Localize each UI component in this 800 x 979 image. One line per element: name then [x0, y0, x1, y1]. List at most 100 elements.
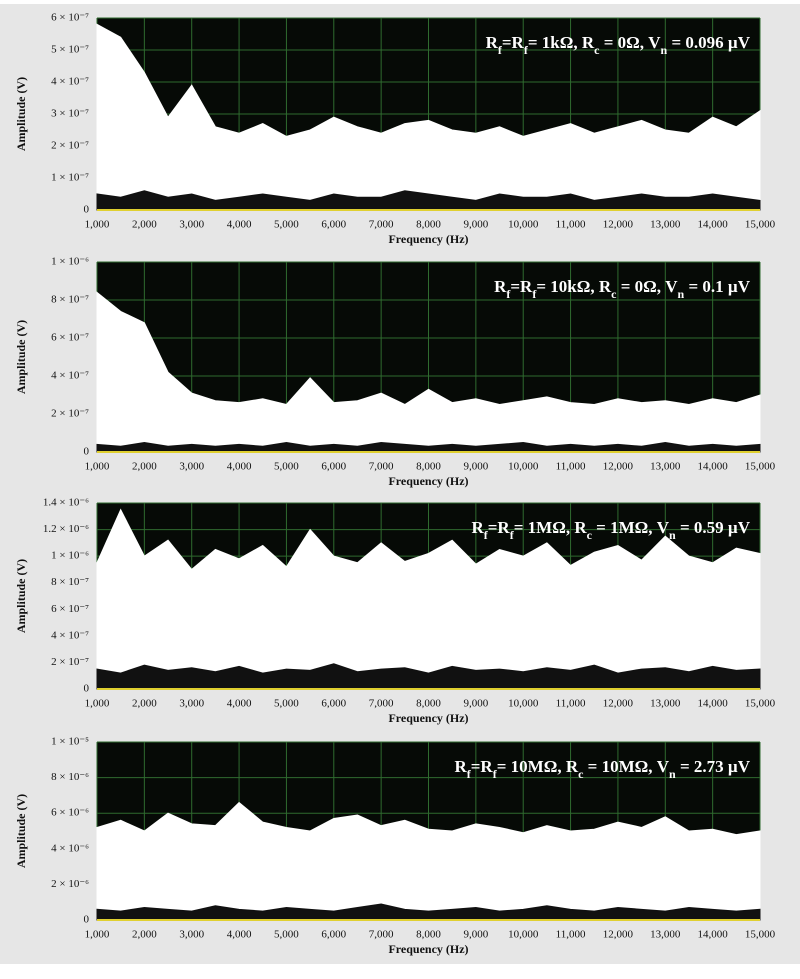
y-tick-label: 0 [84, 914, 90, 926]
annotation-part: = 1MΩ, R [514, 518, 588, 537]
y-tick-label: 8 × 10⁻⁷ [51, 294, 89, 306]
x-tick-label: 11,000 [556, 219, 586, 231]
x-tick-label: 14,000 [698, 929, 729, 941]
annotation-part: f [524, 43, 529, 57]
annotation-part: R [486, 33, 499, 52]
x-tick-label: 3,000 [179, 461, 204, 473]
y-tick-label: 1.2 × 10⁻⁶ [43, 523, 89, 535]
y-tick-label: 1 × 10⁻⁷ [51, 172, 89, 184]
annotation-part: n [669, 528, 676, 542]
y-tick-label: 6 × 10⁻⁷ [51, 332, 89, 344]
x-tick-label: 15,000 [745, 219, 776, 231]
annotation-part: = 2.73 µV [676, 757, 751, 776]
x-tick-label: 14,000 [698, 698, 729, 710]
x-tick-label: 15,000 [745, 461, 776, 473]
y-tick-label: 8 × 10⁻⁷ [51, 576, 89, 588]
annotation-part: = 1MΩ, V [592, 518, 670, 537]
x-tick-label: 9,000 [463, 698, 488, 710]
annotation-part: c [594, 43, 600, 57]
x-tick-label: 5,000 [274, 219, 299, 231]
x-tick-label: 1,000 [85, 698, 110, 710]
series-area [96, 190, 761, 211]
annotation: Rf=Rf= 1kΩ, Rc = 0Ω, Vn = 0.096 µV [486, 33, 751, 57]
x-tick-label: 15,000 [745, 929, 776, 941]
y-tick-label: 2 × 10⁻⁷ [51, 140, 89, 152]
x-tick-label: 10,000 [508, 929, 539, 941]
annotation-part: f [498, 43, 503, 57]
x-tick-label: 11,000 [556, 929, 586, 941]
x-tick-label: 3,000 [179, 929, 204, 941]
x-tick-label: 1,000 [85, 461, 110, 473]
x-tick-label: 7,000 [369, 219, 394, 231]
x-axis-label: Frequency (Hz) [388, 474, 468, 488]
annotation-part: = 10MΩ, V [583, 757, 669, 776]
annotation-part: = 0.1 µV [684, 277, 750, 296]
x-tick-label: 13,000 [650, 461, 681, 473]
annotation-part: = 0.096 µV [667, 33, 750, 52]
x-tick-label: 12,000 [603, 461, 634, 473]
y-tick-label: 4 × 10⁻⁷ [51, 370, 89, 382]
y-tick-label: 1 × 10⁻⁵ [51, 736, 89, 748]
x-tick-label: 5,000 [274, 461, 299, 473]
annotation-part: c [578, 767, 584, 781]
x-tick-label: 4,000 [227, 461, 252, 473]
x-tick-label: 3,000 [179, 219, 204, 231]
y-tick-label: 1 × 10⁻⁶ [51, 550, 89, 562]
annotation-part: =R [488, 518, 511, 537]
annotation-part: =R [471, 757, 494, 776]
y-axis-label: Amplitude (V) [14, 794, 28, 868]
y-tick-label: 4 × 10⁻⁶ [51, 842, 89, 854]
series-area [96, 508, 761, 690]
x-tick-label: 11,000 [556, 461, 586, 473]
y-tick-label: 0 [84, 683, 90, 695]
annotation-part: n [661, 43, 668, 57]
x-tick-label: 1,000 [85, 219, 110, 231]
y-tick-label: 1.4 × 10⁻⁶ [43, 497, 89, 509]
annotation-part: c [587, 528, 593, 542]
annotation-part: =R [510, 277, 533, 296]
x-tick-label: 7,000 [369, 929, 394, 941]
y-tick-label: 8 × 10⁻⁶ [51, 771, 89, 783]
annotation-part: f [510, 528, 515, 542]
x-tick-label: 15,000 [745, 698, 776, 710]
x-tick-label: 11,000 [556, 698, 586, 710]
annotation-part: c [611, 287, 617, 301]
annotation-part: n [678, 287, 685, 301]
x-tick-label: 2,000 [132, 929, 157, 941]
x-tick-label: 2,000 [132, 461, 157, 473]
x-axis-label: Frequency (Hz) [388, 942, 468, 956]
x-tick-label: 13,000 [650, 698, 681, 710]
y-tick-label: 0 [84, 446, 90, 458]
x-tick-label: 8,000 [416, 929, 441, 941]
series-area [96, 801, 761, 921]
series-area [96, 291, 761, 453]
y-tick-label: 2 × 10⁻⁷ [51, 408, 89, 420]
annotation: Rf=Rf= 1MΩ, Rc = 1MΩ, Vn = 0.59 µV [471, 518, 750, 542]
y-tick-label: 2 × 10⁻⁷ [51, 656, 89, 668]
annotation: Rf=Rf= 10kΩ, Rc = 0Ω, Vn = 0.1 µV [494, 277, 751, 301]
x-tick-label: 7,000 [369, 461, 394, 473]
x-tick-label: 10,000 [508, 698, 539, 710]
annotation-part: f [493, 767, 498, 781]
x-tick-label: 4,000 [227, 698, 252, 710]
annotation-part: = 10kΩ, R [536, 277, 612, 296]
y-axis-label: Amplitude (V) [14, 559, 28, 633]
x-tick-label: 5,000 [274, 929, 299, 941]
x-tick-label: 3,000 [179, 698, 204, 710]
y-tick-label: 0 [84, 204, 90, 216]
x-tick-label: 1,000 [85, 929, 110, 941]
x-tick-label: 9,000 [463, 929, 488, 941]
y-tick-label: 6 × 10⁻⁶ [51, 807, 89, 819]
series-area [96, 903, 761, 921]
annotation-part: f [532, 287, 537, 301]
x-tick-label: 8,000 [416, 461, 441, 473]
annotation-part: = 1kΩ, R [528, 33, 595, 52]
x-tick-label: 12,000 [603, 698, 634, 710]
x-tick-label: 2,000 [132, 219, 157, 231]
x-tick-label: 6,000 [321, 219, 346, 231]
x-tick-label: 9,000 [463, 219, 488, 231]
x-tick-label: 12,000 [603, 929, 634, 941]
series-area [96, 23, 761, 211]
annotation-part: R [454, 757, 467, 776]
